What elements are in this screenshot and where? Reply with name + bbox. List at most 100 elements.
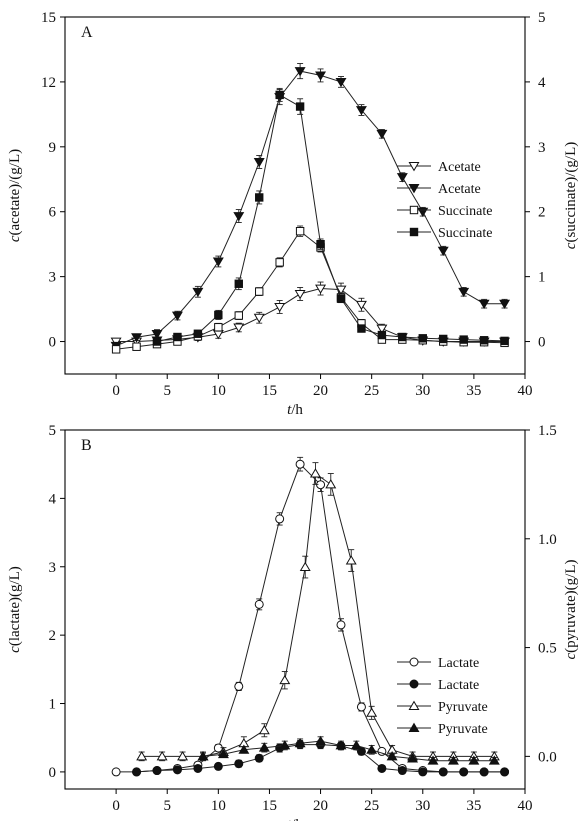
series-3 bbox=[152, 87, 509, 346]
data-point bbox=[238, 744, 250, 754]
data-point bbox=[396, 173, 408, 183]
data-point bbox=[479, 767, 489, 777]
data-point bbox=[356, 702, 366, 712]
data-point bbox=[233, 323, 245, 333]
y-left-axis-label: c(lactate)(g/L) bbox=[7, 566, 23, 653]
x-axis-label: t/h bbox=[287, 817, 303, 821]
y-left-tick-label: 0 bbox=[49, 765, 57, 781]
data-point bbox=[255, 193, 264, 202]
data-point bbox=[258, 724, 270, 735]
data-point bbox=[355, 300, 367, 311]
x-tick-label: 0 bbox=[112, 798, 120, 814]
data-point bbox=[437, 246, 449, 257]
data-point bbox=[335, 77, 347, 88]
data-point bbox=[336, 294, 346, 303]
data-point bbox=[258, 742, 270, 752]
data-point bbox=[136, 751, 148, 761]
data-point bbox=[376, 324, 388, 334]
data-point bbox=[315, 735, 327, 746]
data-point bbox=[234, 759, 244, 769]
data-point bbox=[350, 740, 362, 750]
data-point bbox=[233, 212, 245, 222]
data-point bbox=[254, 753, 264, 763]
plot-frame bbox=[64, 429, 526, 790]
legend-entry: Pyruvate bbox=[397, 700, 488, 715]
legend-entry: Acetate bbox=[397, 160, 481, 175]
data-point bbox=[295, 459, 305, 469]
data-point bbox=[315, 71, 327, 81]
y-right-tick-label: 1.0 bbox=[538, 532, 557, 548]
data-point bbox=[459, 335, 468, 344]
x-tick-label: 10 bbox=[211, 798, 226, 814]
y-left-tick-label: 1 bbox=[49, 697, 57, 713]
y-right-axis-label: c(succinate)/(g/L) bbox=[563, 142, 579, 249]
data-point bbox=[458, 287, 470, 298]
x-axis-label: t/h bbox=[287, 402, 303, 418]
data-point bbox=[468, 755, 480, 765]
data-point bbox=[193, 329, 203, 338]
data-point bbox=[366, 744, 378, 754]
y-right-tick-label: 4 bbox=[538, 75, 546, 91]
data-point bbox=[197, 751, 209, 761]
data-point bbox=[254, 599, 264, 609]
legend-marker bbox=[409, 227, 419, 237]
data-point bbox=[295, 102, 305, 111]
data-point bbox=[386, 751, 398, 761]
data-point bbox=[315, 284, 327, 294]
x-tick-label: 10 bbox=[211, 383, 226, 399]
legend-entry: Lactate bbox=[397, 656, 479, 671]
panel-label: A bbox=[81, 24, 93, 41]
y-left-tick-label: 0 bbox=[49, 335, 57, 351]
x-tick-label: 35 bbox=[466, 383, 481, 399]
data-point bbox=[279, 740, 291, 750]
data-point bbox=[151, 330, 163, 340]
plot-frame bbox=[64, 16, 526, 375]
data-point bbox=[345, 555, 357, 565]
data-point bbox=[156, 751, 168, 761]
y-left-tick-label: 2 bbox=[49, 628, 57, 644]
legend-label: Pyruvate bbox=[438, 722, 488, 737]
legend-label: Acetate bbox=[438, 160, 481, 175]
data-point bbox=[397, 766, 407, 776]
x-tick-label: 20 bbox=[313, 383, 328, 399]
data-point bbox=[427, 755, 439, 765]
data-point bbox=[377, 763, 387, 773]
data-point bbox=[234, 279, 243, 288]
y-left-tick-label: 3 bbox=[49, 560, 57, 576]
data-point bbox=[335, 740, 347, 750]
data-point bbox=[253, 313, 265, 324]
legend: Lactate Lactate Pyruvate Pyruvate bbox=[397, 656, 488, 737]
data-point bbox=[335, 285, 347, 295]
y-left-tick-label: 4 bbox=[49, 491, 57, 507]
data-point bbox=[366, 707, 378, 717]
data-point bbox=[357, 324, 366, 333]
x-tick-label: 15 bbox=[262, 383, 277, 399]
series-0 bbox=[110, 281, 511, 347]
x-tick-label: 35 bbox=[466, 798, 481, 814]
data-point bbox=[131, 333, 143, 343]
x-tick-label: 40 bbox=[518, 798, 533, 814]
legend-label: Succinate bbox=[438, 204, 492, 219]
data-point bbox=[255, 287, 264, 296]
data-point bbox=[459, 767, 469, 777]
y-right-tick-label: 1 bbox=[538, 270, 546, 286]
y-left-tick-label: 12 bbox=[41, 75, 56, 91]
legend-entry: Lactate bbox=[397, 678, 479, 693]
y-right-tick-label: 2 bbox=[538, 205, 546, 221]
y-right-tick-label: 3 bbox=[538, 140, 546, 156]
series-line bbox=[202, 740, 495, 762]
data-point bbox=[152, 766, 162, 776]
data-point bbox=[171, 311, 183, 321]
data-point bbox=[234, 681, 244, 691]
x-tick-label: 15 bbox=[262, 798, 277, 814]
legend-entry: Pyruvate bbox=[397, 722, 488, 737]
legend-label: Succinate bbox=[438, 226, 492, 241]
data-point bbox=[275, 90, 284, 100]
data-point bbox=[500, 336, 509, 346]
data-point bbox=[111, 767, 121, 777]
data-point bbox=[274, 302, 286, 313]
y-left-tick-label: 9 bbox=[49, 140, 57, 156]
panel-label: B bbox=[81, 437, 92, 454]
data-point bbox=[214, 323, 223, 332]
